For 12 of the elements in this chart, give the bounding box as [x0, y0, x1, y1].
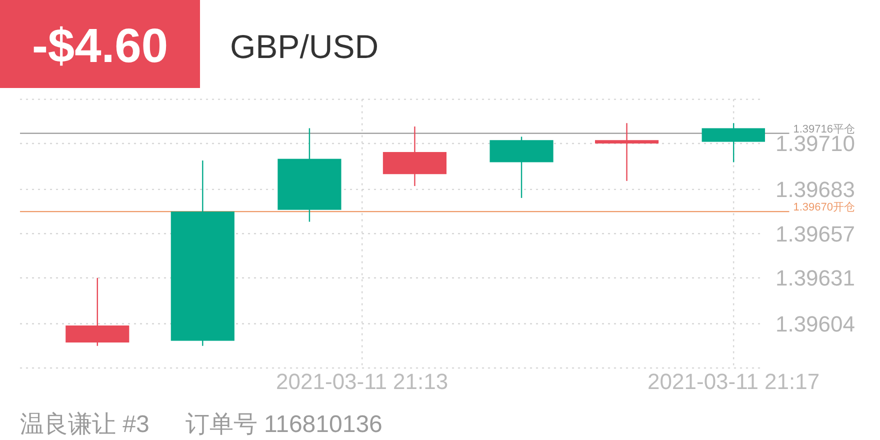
text: 温良谦让 #3 [20, 411, 150, 438]
y-tick-label: 1.39604 [775, 311, 855, 336]
text: 订单号 116810136 [185, 411, 382, 438]
x-tick-label: 2021-03-11 21:13 [276, 369, 448, 394]
chart-title: GBP/USD [230, 28, 379, 65]
x-tick-label: 2021-03-11 21:17 [648, 369, 820, 394]
candlestick [594, 122, 659, 182]
y-tick-label: 1.39631 [775, 266, 855, 291]
y-tick-label: 1.39683 [775, 177, 855, 202]
y-tick-label: 1.39657 [775, 221, 855, 246]
text: -$4.60 [32, 20, 168, 73]
ref-line-label: 1.39670开仓 [793, 202, 855, 214]
